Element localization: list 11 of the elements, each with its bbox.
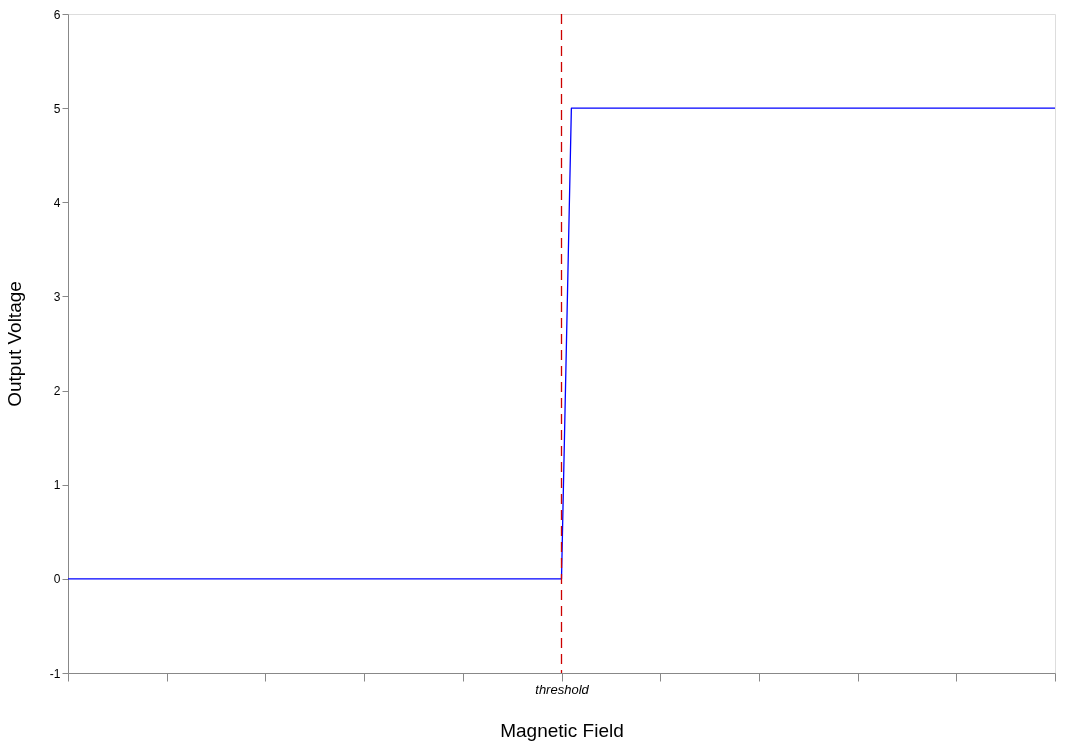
x-tick-label: threshold	[535, 681, 590, 697]
y-tick-label: 6	[53, 7, 61, 22]
y-tick-label: 1	[53, 478, 61, 493]
y-tick-label: 0	[53, 572, 61, 587]
y-tick-label: 4	[53, 195, 61, 210]
y-axis-title: Output Voltage	[3, 281, 25, 407]
y-tick-label: 5	[53, 101, 61, 116]
x-axis-title: Magnetic Field	[500, 719, 624, 741]
y-tick-label: -1	[49, 666, 61, 681]
y-tick-label: 3	[53, 289, 61, 304]
y-tick-label: 2	[53, 384, 61, 399]
